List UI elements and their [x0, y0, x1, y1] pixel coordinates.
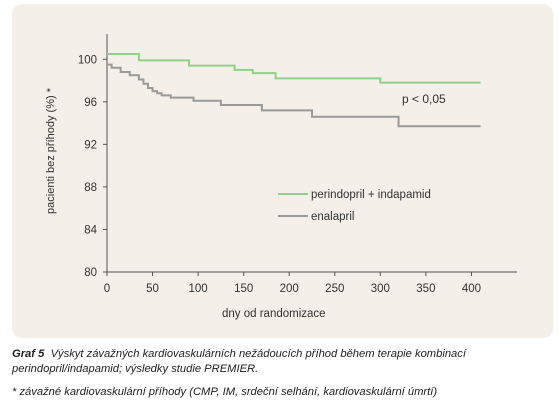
- x-tick-label: 350: [416, 283, 435, 295]
- x-tick-label: 200: [280, 283, 299, 295]
- y-tick-label: 84: [84, 224, 97, 236]
- x-tick-label: 250: [325, 283, 344, 295]
- x-tick-label: 300: [371, 283, 390, 295]
- series-line-perindopril-indapamid: [107, 52, 481, 84]
- x-tick-label: 0: [104, 283, 110, 295]
- series-line-enalapril: [107, 63, 481, 128]
- y-tick-label: 100: [78, 54, 97, 66]
- figure-caption: Graf 5 Výskyt závažných kardiovaskulární…: [12, 347, 552, 377]
- p-value-annotation: p < 0,05: [402, 92, 446, 106]
- x-axis-title: dny od randomizace: [222, 308, 326, 320]
- survival-chart: 80 84 88 92 96 100 0 50 100 150 200 250 300 350 400 dny…: [45, 34, 517, 320]
- x-tick-label: 400: [462, 283, 481, 295]
- x-tick-label: 100: [189, 283, 208, 295]
- y-tick-label: 80: [84, 267, 97, 279]
- caption-text: Výskyt závažných kardiovaskulárních nežá…: [12, 348, 466, 375]
- caption-footnote: * závažné kardiovaskulární příhody (CMP,…: [12, 386, 438, 398]
- chart-panel: 80 84 88 92 96 100 0 50 100 150 200 250 300 350 400 dny…: [12, 4, 553, 338]
- x-tick-label: 150: [234, 283, 253, 295]
- y-tick-label: 88: [84, 182, 97, 194]
- y-axis-title: pacienti bez příhody (%) *: [45, 87, 57, 214]
- y-tick-label: 96: [84, 97, 97, 109]
- x-tick-label: 50: [146, 283, 159, 295]
- legend-label-1: enalapril: [311, 211, 354, 223]
- legend-label-0: perindopril + indapamid: [311, 189, 431, 201]
- y-tick-label: 92: [84, 139, 97, 151]
- caption-label: Graf 5: [12, 348, 45, 360]
